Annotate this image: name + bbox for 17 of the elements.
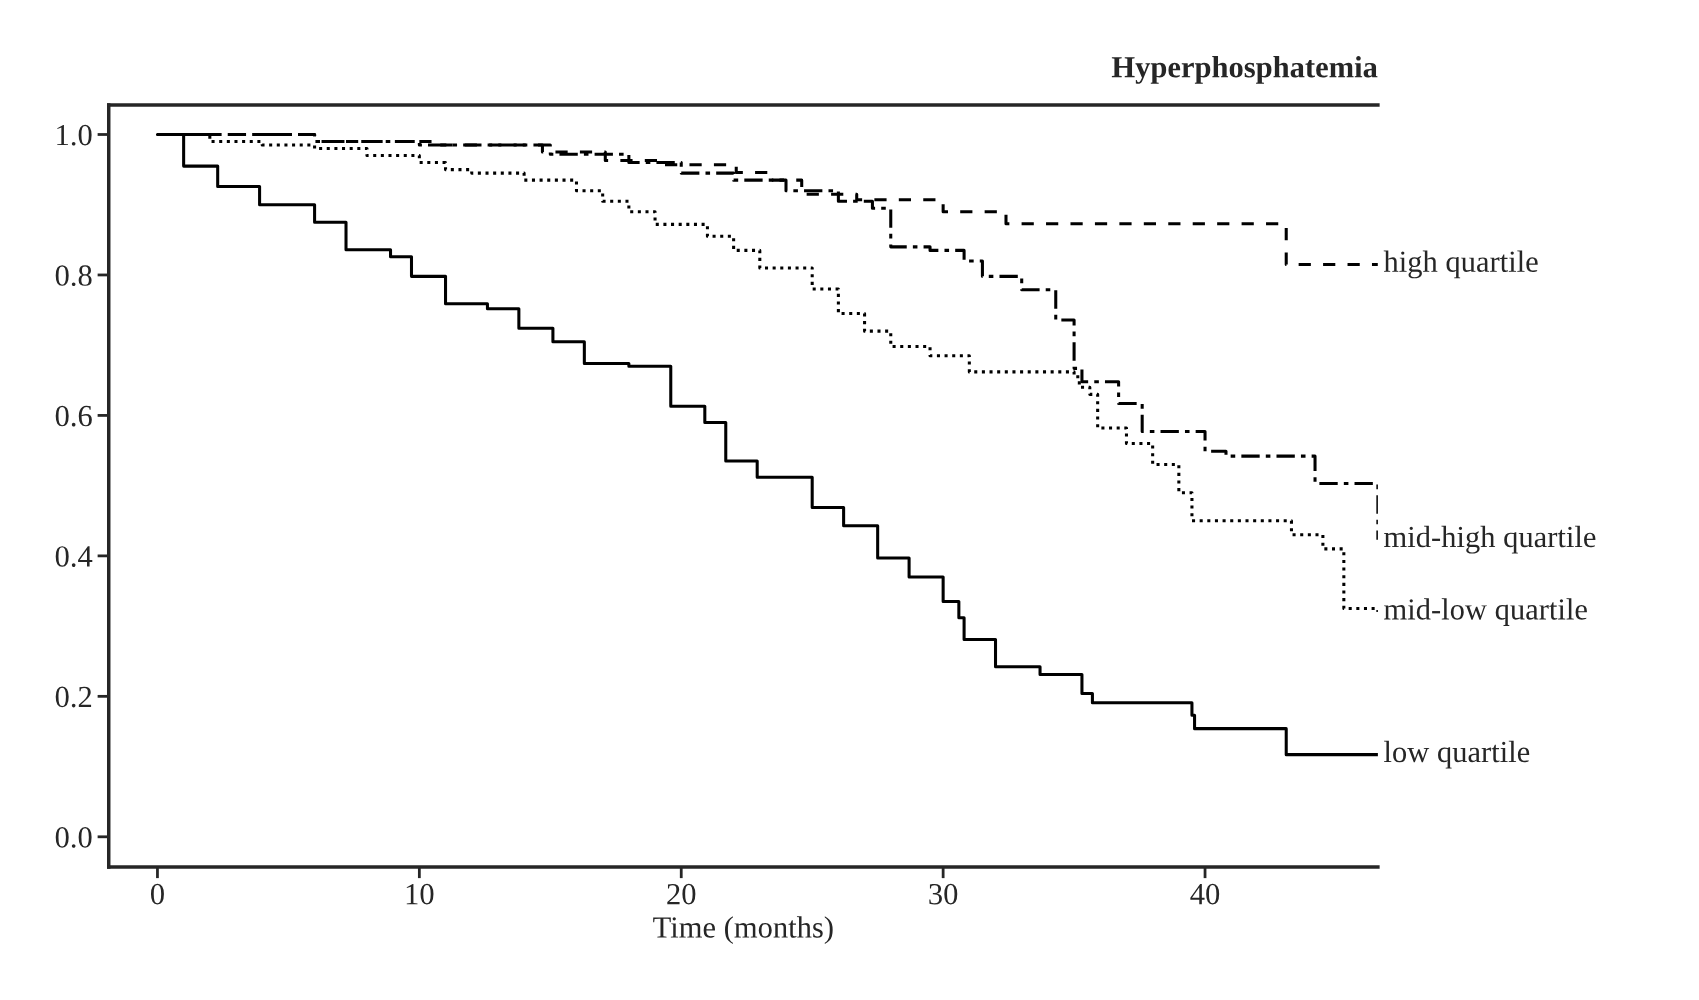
y-tick-label: 0.6 [55, 405, 92, 427]
x-tick-label: 10 [406, 883, 434, 905]
x-axis-title: Time (months) [653, 916, 833, 944]
x-tick-label: 20 [667, 883, 696, 905]
x-tick-label: 30 [929, 883, 958, 905]
y-tick-label: 0.0 [55, 827, 92, 848]
series-label: high quartile [1383, 250, 1538, 279]
y-tick-label: 0.2 [55, 686, 92, 708]
chart-title: Hyperphosphatemia [1111, 56, 1378, 84]
x-tick-label: 40 [1190, 883, 1220, 905]
x-tick-label: 0 [150, 883, 164, 905]
y-tick-label: 0.8 [55, 265, 92, 286]
series-label: mid-high quartile [1384, 525, 1596, 554]
series-label: mid-low quartile [1384, 598, 1587, 626]
y-tick-label: 1.0 [57, 124, 92, 146]
y-tick-label: 0.4 [55, 546, 93, 567]
series-label: low quartile [1384, 740, 1530, 769]
